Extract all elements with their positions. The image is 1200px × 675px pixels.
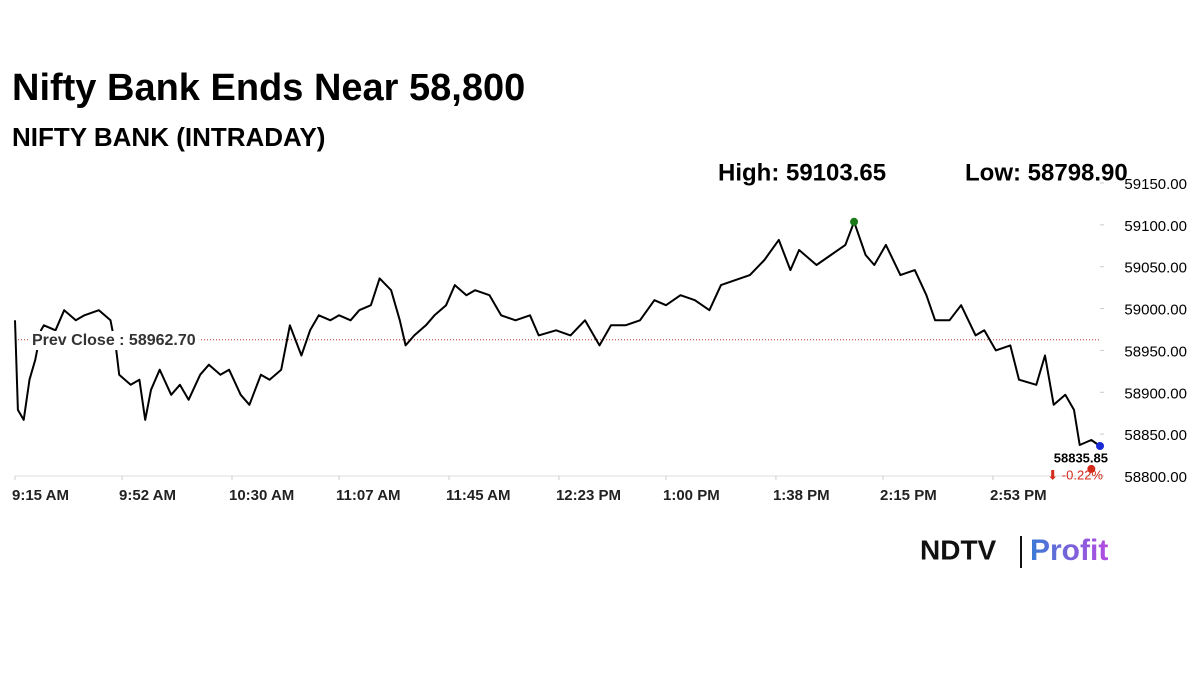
x-tick-label: 9:52 AM: [119, 487, 176, 504]
chart-title: Nifty Bank Ends Near 58,800: [12, 67, 525, 109]
prev-close-label: Prev Close : 58962.70: [32, 332, 196, 349]
x-tick-label: 2:15 PM: [880, 487, 937, 504]
x-tick-label: 1:00 PM: [663, 487, 720, 504]
y-tick-label: 59100.00: [1124, 218, 1187, 235]
high-marker: [850, 217, 859, 226]
x-tick-label: 11:07 AM: [336, 487, 400, 504]
x-tick-label: 9:15 AM: [12, 487, 69, 504]
last-marker: [1096, 441, 1104, 450]
prev-close-label-bg: [29, 331, 199, 351]
y-tick-label: 58950.00: [1124, 343, 1187, 360]
y-tick-label: 59000.00: [1124, 302, 1187, 319]
change-label: ⬇ -0.22%: [1047, 467, 1103, 482]
y-tick-label: 59150.00: [1124, 176, 1187, 193]
y-tick-label: 58900.00: [1124, 385, 1187, 402]
chart-subtitle: NIFTY BANK (INTRADAY): [12, 122, 325, 152]
y-tick-label: 58800.00: [1124, 469, 1187, 486]
x-tick-label: 10:30 AM: [229, 487, 294, 504]
y-tick-label: 58850.00: [1124, 427, 1187, 444]
high-label: High: 59103.65: [718, 159, 886, 186]
low-marker: [1087, 464, 1096, 473]
last-value-label: 58835.85: [1054, 450, 1108, 465]
x-tick-label: 1:38 PM: [773, 487, 830, 504]
x-tick-label: 2:53 PM: [990, 487, 1047, 504]
price-line: [14, 220, 1101, 447]
logo-brand: NDTV: [920, 534, 997, 565]
low-label: Low: 58798.90: [965, 159, 1128, 186]
x-tick-label: 12:23 PM: [556, 487, 621, 504]
y-tick-label: 59050.00: [1124, 260, 1187, 277]
logo-product: Profit: [1030, 534, 1108, 567]
x-tick-label: 11:45 AM: [446, 487, 510, 504]
